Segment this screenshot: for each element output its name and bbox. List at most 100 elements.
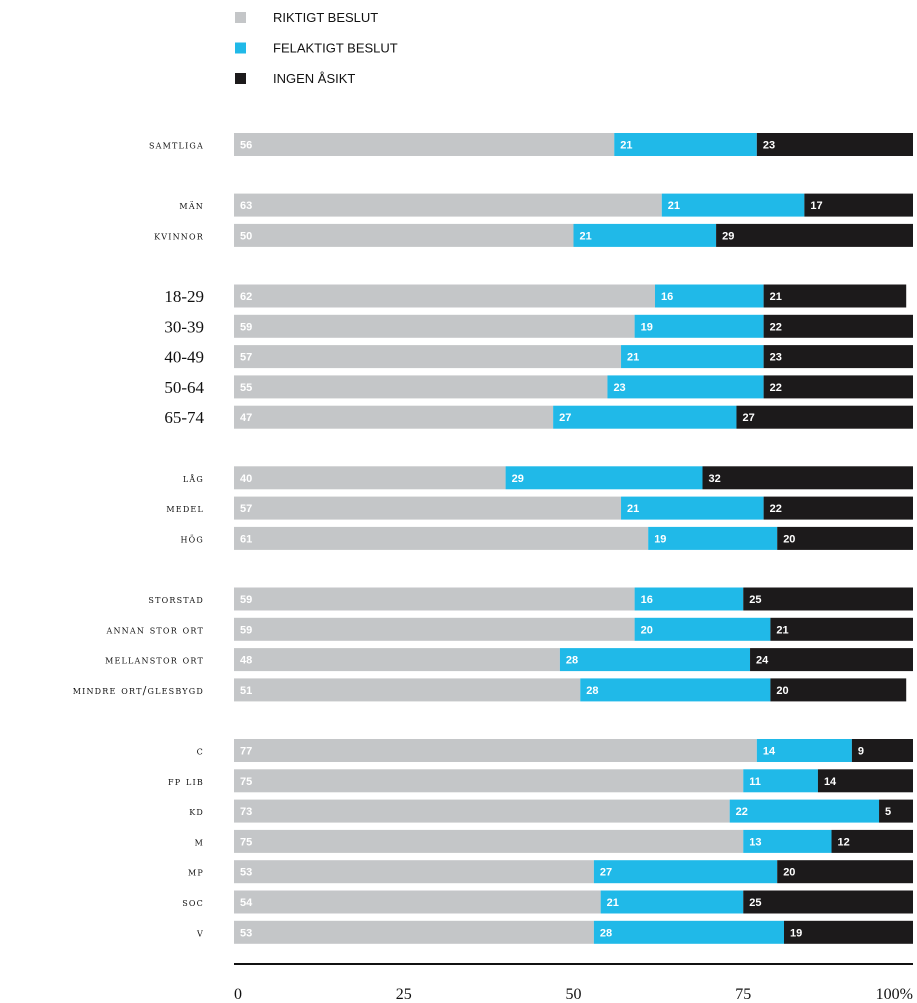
- bar-value-label: 22: [770, 382, 782, 394]
- bar-value-label: 32: [709, 473, 721, 485]
- bar-segment: [600, 890, 744, 914]
- bar-value-label: 21: [770, 291, 782, 303]
- bar-segment: [621, 496, 764, 520]
- bar-value-label: 22: [736, 806, 748, 818]
- bar-segment: [736, 405, 913, 429]
- category-label: mellanstor ort: [105, 654, 204, 667]
- bar-value-label: 25: [749, 897, 761, 909]
- bar-value-label: 63: [240, 200, 252, 212]
- category-label: kvinnor: [154, 229, 204, 242]
- x-tick-label: 100%: [876, 986, 913, 1003]
- bar-value-label: 19: [654, 533, 666, 545]
- legend-label: FELAKTIGT BESLUT: [273, 41, 398, 56]
- category-label: m: [195, 835, 204, 848]
- category-label: storstad: [148, 593, 204, 606]
- category-label: män: [179, 199, 204, 212]
- bar-segment: [234, 466, 506, 490]
- category-label: mindre ort/glesbygd: [73, 684, 204, 697]
- bar-segment: [783, 920, 913, 944]
- bar-segment: [661, 193, 805, 217]
- bar-value-label: 19: [790, 927, 802, 939]
- category-label: fp lib: [168, 775, 204, 788]
- bar-value-label: 21: [607, 897, 619, 909]
- bar-segment: [234, 496, 622, 520]
- bar-segment: [607, 375, 764, 399]
- bar-segment: [777, 526, 913, 550]
- bar-segment: [234, 739, 757, 762]
- bar-segment: [831, 829, 913, 853]
- bar-segment: [756, 739, 852, 762]
- bar-segment: [743, 829, 832, 853]
- bar-segment: [234, 648, 560, 672]
- bar-segment: [763, 496, 913, 520]
- bar-value-label: 57: [240, 503, 252, 515]
- bar-segment: [580, 678, 771, 702]
- category-label: v: [196, 926, 204, 939]
- bar-value-label: 19: [641, 321, 653, 333]
- bar-value-label: 23: [613, 382, 625, 394]
- bar-segment: [234, 587, 635, 611]
- bar-value-label: 20: [783, 867, 795, 879]
- bar-value-label: 20: [776, 685, 788, 697]
- category-label: soc: [182, 896, 204, 909]
- bar-value-label: 77: [240, 746, 252, 758]
- x-tick-label: 75: [735, 986, 751, 1003]
- bar-value-label: 5: [885, 806, 891, 818]
- bar-segment: [234, 678, 581, 702]
- bar-value-label: 11: [749, 776, 761, 788]
- bar-value-label: 24: [756, 655, 769, 667]
- bar-segment: [743, 890, 913, 914]
- x-tick-label: 0: [234, 986, 242, 1003]
- bar-value-label: 22: [770, 321, 782, 333]
- bar-value-label: 20: [783, 533, 795, 545]
- bar-segment: [634, 617, 771, 641]
- bar-segment: [234, 284, 655, 308]
- bar-value-label: 12: [838, 836, 850, 848]
- bar-value-label: 21: [620, 140, 632, 152]
- bar-value-label: 22: [770, 503, 782, 515]
- bar-segment: [743, 587, 913, 611]
- bar-segment: [234, 799, 730, 823]
- legend-label: INGEN ÅSIKT: [273, 71, 355, 86]
- bar-segment: [716, 223, 913, 247]
- bar-segment: [559, 648, 751, 672]
- category-label: 30-39: [164, 317, 204, 336]
- bar-value-label: 27: [559, 412, 571, 424]
- bar-value-label: 53: [240, 867, 252, 879]
- bar-value-label: 9: [858, 746, 864, 758]
- bar-value-label: 40: [240, 473, 252, 485]
- bar-segment: [234, 375, 608, 399]
- bar-value-label: 47: [240, 412, 252, 424]
- bar-segment: [234, 193, 662, 217]
- bar-segment: [702, 466, 913, 490]
- bar-value-label: 21: [580, 230, 592, 242]
- bar-value-label: 55: [240, 382, 252, 394]
- bar-segment: [234, 526, 649, 550]
- bar-value-label: 14: [763, 746, 776, 758]
- bar-value-label: 57: [240, 352, 252, 364]
- bar-segment: [234, 860, 594, 884]
- x-tick-label: 50: [566, 986, 582, 1003]
- bar-segment: [763, 284, 907, 308]
- legend-label: RIKTIGT BESLUT: [273, 10, 378, 25]
- bar-value-label: 21: [776, 624, 788, 636]
- bar-segment: [750, 648, 913, 672]
- bar-value-label: 29: [722, 230, 734, 242]
- bar-value-label: 61: [240, 533, 252, 545]
- bar-value-label: 28: [600, 927, 612, 939]
- bar-value-label: 48: [240, 655, 252, 667]
- category-label: hög: [180, 532, 204, 545]
- bar-segment: [634, 314, 764, 338]
- bar-segment: [777, 860, 913, 884]
- bar-value-label: 54: [240, 897, 253, 909]
- bar-segment: [593, 920, 784, 944]
- bar-value-label: 25: [749, 594, 761, 606]
- bar-segment: [648, 526, 778, 550]
- bar-segment: [234, 405, 554, 429]
- bar-segment: [804, 193, 913, 217]
- bar-value-label: 51: [240, 685, 252, 697]
- bar-value-label: 21: [627, 503, 639, 515]
- bar-segment: [505, 466, 703, 490]
- bar-segment: [234, 890, 601, 914]
